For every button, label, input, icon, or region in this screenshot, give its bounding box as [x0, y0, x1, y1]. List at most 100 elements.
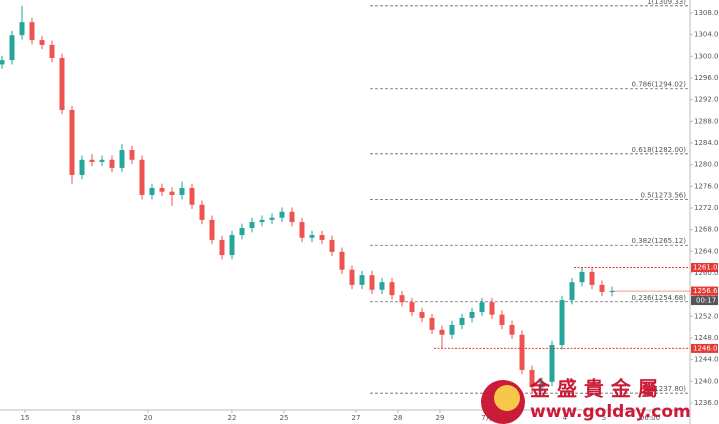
- candle-body: [39, 40, 45, 45]
- last-price-label: 1256.66: [693, 287, 719, 295]
- y-tick-label: 1252.00: [694, 312, 719, 320]
- fib-label: 0.618(1282.00): [632, 146, 687, 154]
- candle-body: [459, 317, 465, 325]
- candle-body: [49, 44, 55, 58]
- candle-body: [529, 369, 535, 388]
- candle-body: [369, 275, 375, 290]
- candle-body: [469, 311, 475, 318]
- candle-body: [399, 295, 405, 303]
- candle-body: [209, 219, 215, 240]
- fib-label: 0.382(1265.12): [632, 237, 687, 245]
- x-tick-label: 5: [602, 414, 606, 422]
- candle-body: [429, 317, 435, 330]
- y-tick-label: 1236.00: [694, 399, 719, 407]
- candle-body: [299, 222, 305, 238]
- y-tick-label: 1300.00: [694, 52, 719, 60]
- candle-body: [189, 187, 195, 205]
- x-tick-label: 27: [352, 414, 361, 422]
- candle-body: [0, 60, 5, 65]
- y-tick-label: 1304.00: [694, 31, 719, 39]
- fib-label: 0(1237.80): [647, 385, 686, 393]
- x-tick-label: 28: [394, 414, 403, 422]
- candle-body: [499, 314, 505, 325]
- watermark-title: 金 盛 貴 金 屬: [529, 377, 658, 401]
- y-tick-label: 1276.00: [694, 182, 719, 190]
- x-tick-label: 18: [72, 414, 81, 422]
- candle-body: [349, 269, 355, 285]
- candle-body: [579, 271, 585, 283]
- candle-body: [139, 159, 145, 195]
- candle-body: [569, 282, 575, 301]
- y-tick-label: 1292.00: [694, 96, 719, 104]
- candle-body: [279, 211, 285, 218]
- y-tick-label: 1280.00: [694, 161, 719, 169]
- fib-label: 1(1309.33): [647, 0, 686, 6]
- fib-label: 0.786(1294.02): [632, 81, 687, 89]
- candle-body: [309, 235, 315, 238]
- candle-body: [589, 271, 595, 285]
- candle-body: [129, 150, 135, 160]
- logo: [494, 385, 520, 411]
- candle-body: [479, 302, 485, 312]
- x-tick-label: 15: [21, 414, 30, 422]
- candle-body: [389, 282, 395, 296]
- candle-body: [449, 324, 455, 335]
- candle-body: [109, 159, 115, 168]
- y-tick-label: 1268.00: [694, 226, 719, 234]
- candle-body: [609, 291, 615, 293]
- candle-body: [159, 187, 165, 192]
- watermark-url: www.golday.com: [530, 402, 691, 422]
- x-tick-label: 7月: [481, 414, 492, 422]
- candle-body: [199, 204, 205, 220]
- candle-body: [379, 282, 385, 290]
- price-box: [691, 343, 718, 353]
- fib-label: 0.5(1273.56): [640, 192, 686, 200]
- candle-body: [79, 159, 85, 175]
- y-tick-label: 1308.00: [694, 9, 719, 17]
- candle-body: [329, 239, 335, 252]
- candle-body: [9, 35, 15, 61]
- candle-body: [229, 235, 235, 256]
- y-tick-label: 1248.00: [694, 334, 719, 342]
- candle-body: [169, 191, 175, 195]
- candle-body: [119, 150, 125, 168]
- candle-body: [519, 334, 525, 370]
- candle-body: [19, 22, 25, 36]
- x-tick-label: 06:00: [640, 414, 660, 422]
- x-tick-label: 22: [228, 414, 237, 422]
- x-tick-label: 29: [436, 414, 445, 422]
- countdown-box: [691, 296, 718, 306]
- candle-body: [239, 228, 245, 236]
- candle-body: [179, 187, 185, 195]
- candle-body: [259, 219, 265, 223]
- last-price-box: [691, 286, 718, 296]
- candle-body: [359, 275, 365, 285]
- candle-body: [69, 109, 75, 175]
- candle-body: [249, 222, 255, 229]
- candle-body: [289, 211, 295, 223]
- candle-body: [599, 284, 605, 292]
- x-tick-label: 20: [144, 414, 153, 422]
- x-tick-label: 4: [563, 414, 568, 422]
- y-tick-label: 1288.00: [694, 117, 719, 125]
- price-box: [691, 263, 718, 273]
- y-tick-label: 1284.00: [694, 139, 719, 147]
- candle-body: [409, 302, 415, 312]
- candle-body: [269, 217, 275, 220]
- candle-body: [509, 324, 515, 335]
- price-box-label: 1246.07: [693, 344, 719, 352]
- watermark: 金 盛 貴 金 屬 www.golday.com: [481, 377, 691, 424]
- candle-body: [339, 251, 345, 270]
- candle-body: [219, 239, 225, 256]
- candle-body: [89, 159, 95, 162]
- y-tick-label: 1260.00: [694, 269, 719, 277]
- countdown-label: 00:17: [696, 297, 716, 305]
- candle-body: [539, 381, 545, 388]
- candle-body: [99, 159, 105, 162]
- candle-body: [59, 57, 65, 110]
- candle-body: [29, 22, 35, 41]
- candle-body: [559, 300, 565, 346]
- candle-body: [319, 235, 325, 240]
